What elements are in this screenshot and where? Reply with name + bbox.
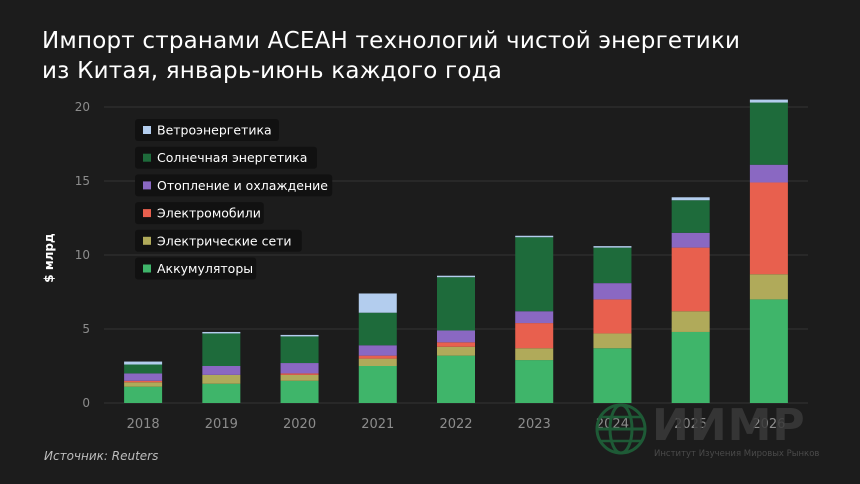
y-tick-label: 5	[82, 322, 90, 336]
source-note: Источник: Reuters	[44, 449, 159, 463]
bar-segment	[671, 197, 710, 201]
y-axis-label: $ млрд	[42, 233, 56, 283]
bar-segment	[671, 232, 710, 248]
bar-segment	[593, 246, 632, 248]
title-line-2: из Китая, январь-июнь каждого года	[42, 58, 503, 84]
bar-segment	[358, 358, 397, 366]
y-tick-label: 10	[75, 248, 90, 262]
bar-segment	[749, 299, 788, 403]
bar-segment	[515, 235, 554, 238]
bar-segment	[749, 164, 788, 183]
bar-segment	[749, 182, 788, 275]
bar-segment	[124, 361, 163, 365]
bar-segment	[202, 331, 241, 334]
legend-swatch	[143, 264, 151, 273]
bar-segment	[202, 333, 241, 366]
legend-label: Электромобили	[157, 206, 261, 221]
y-tick-label: 0	[82, 396, 90, 410]
bar-segment	[515, 360, 554, 403]
bar-segment	[671, 311, 710, 332]
bar-segment	[202, 366, 241, 375]
bar-segment	[358, 355, 397, 359]
legend-item-bg	[135, 174, 333, 197]
bar-segment	[593, 247, 632, 284]
bar-segment	[280, 373, 319, 375]
bar-segment	[437, 277, 475, 331]
bar-segment	[437, 346, 475, 356]
legend-swatch	[143, 181, 151, 190]
logo-text: ИИМР	[652, 400, 806, 451]
logo-subtitle: Институт Изучения Мировых Рынков	[654, 449, 820, 459]
bar-segment	[515, 348, 554, 361]
bar-segment	[124, 380, 163, 383]
bar-segment	[749, 274, 788, 300]
bar-segment	[202, 374, 241, 384]
bar-segment	[280, 374, 319, 381]
x-tick-label: 2022	[439, 417, 472, 432]
bar-segment	[437, 330, 475, 343]
bar-segment	[202, 383, 241, 403]
bar-segment	[437, 275, 475, 278]
legend-label: Ветроэнергетика	[157, 123, 272, 138]
legend-item-bg	[135, 229, 302, 252]
bar-segment	[593, 299, 632, 334]
bar-segment	[124, 364, 163, 374]
bar-segment	[671, 247, 710, 312]
bar-segment	[671, 331, 710, 403]
legend-label: Аккумуляторы	[157, 261, 253, 276]
title-line-1: Импорт странами АСЕАН технологий чистой …	[42, 28, 741, 54]
bar-segment	[593, 283, 632, 300]
bar-segment	[358, 312, 397, 346]
x-tick-label: 2020	[283, 417, 316, 432]
globe-icon	[595, 403, 647, 455]
legend-item-bg	[135, 119, 279, 141]
bar-segment	[124, 386, 163, 403]
bar-segment	[593, 333, 632, 349]
y-tick-label: 15	[75, 174, 90, 188]
legend-item-bg	[135, 202, 264, 225]
x-tick-label: 2019	[205, 417, 238, 432]
bar-segment	[124, 373, 163, 381]
bar-segment	[749, 99, 788, 103]
legend-item-bg	[135, 146, 317, 169]
bar-segment	[280, 363, 319, 374]
legend-swatch	[143, 126, 151, 134]
legend-swatch	[143, 153, 151, 162]
bar-segment	[358, 293, 397, 313]
chart-title: Импорт странами АСЕАН технологий чистой …	[42, 26, 822, 86]
bar-segment	[437, 342, 475, 347]
legend-swatch	[143, 209, 151, 218]
legend-label: Электрические сети	[157, 233, 292, 248]
bar-segment	[593, 348, 632, 403]
y-tick-label: 20	[75, 100, 90, 114]
legend-label: Отопление и охлаждение	[157, 178, 328, 193]
legend-swatch	[143, 236, 151, 245]
bar-segment	[671, 200, 710, 233]
bar-segment	[437, 355, 475, 403]
x-tick-label: 2021	[361, 417, 394, 432]
x-tick-label: 2026	[752, 417, 785, 432]
bar-segment	[515, 323, 554, 349]
legend-label: Солнечная энергетика	[157, 150, 307, 165]
bar-segment	[280, 336, 319, 364]
bar-segment	[358, 366, 397, 403]
x-tick-label: 2018	[127, 417, 160, 432]
bar-segment	[124, 382, 163, 387]
bar-segment	[749, 102, 788, 165]
bar-segment	[280, 380, 319, 403]
x-tick-label: 2025	[674, 417, 707, 432]
bar-segment	[515, 311, 554, 324]
legend-item-bg	[135, 257, 257, 280]
logo: ИИМР Институт Изучения Мировых Рынков	[594, 398, 834, 468]
bar-segment	[515, 237, 554, 312]
x-tick-label: 2023	[518, 417, 551, 432]
bar-segment	[358, 345, 397, 356]
bar-segment	[280, 334, 319, 337]
